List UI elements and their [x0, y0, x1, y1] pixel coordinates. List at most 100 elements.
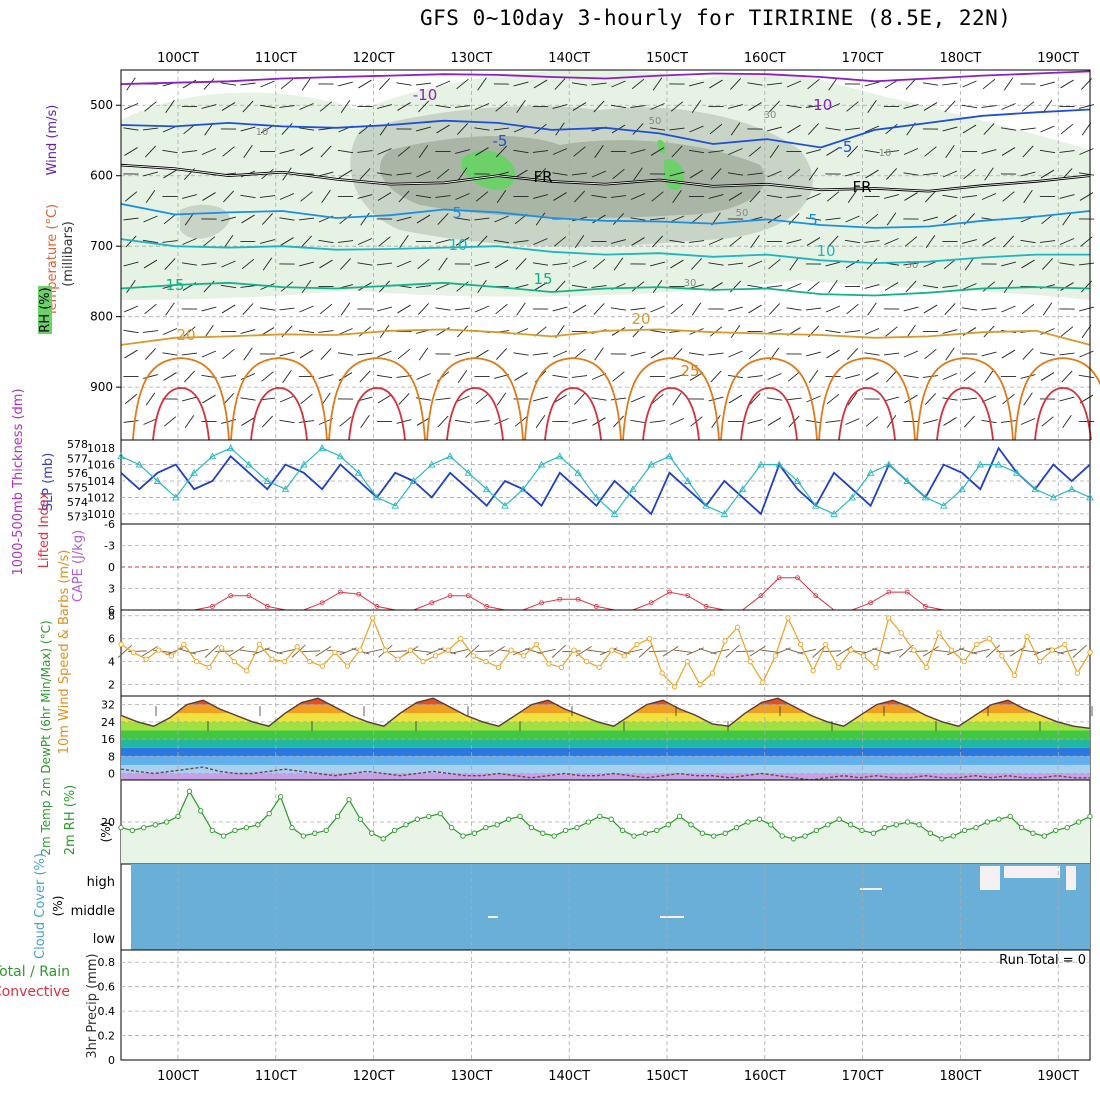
barb	[982, 237, 996, 246]
rh-point-2	[141, 824, 147, 831]
rh-point-5	[175, 813, 181, 820]
barb	[123, 217, 139, 221]
barb	[688, 195, 705, 198]
barb	[201, 262, 217, 266]
barb	[806, 351, 821, 357]
barb	[922, 375, 939, 378]
wind-point-50	[747, 658, 753, 665]
barb	[222, 393, 235, 405]
barb	[162, 195, 178, 198]
barb	[298, 329, 315, 334]
thickness-point-44	[921, 493, 930, 501]
barb	[201, 148, 217, 155]
x-axis-top: 100CT 110CT 120CT 130CT 140CT 150CT 160CT 170CT…	[157, 51, 1079, 66]
barb	[963, 371, 976, 382]
rh-point-58	[779, 833, 785, 839]
barb	[728, 350, 743, 358]
wind-barb	[797, 648, 817, 654]
barb	[671, 145, 683, 158]
isotherm-25-arc	[132, 357, 230, 441]
barb	[418, 347, 429, 361]
barb	[535, 414, 546, 429]
rh-label-3: 10	[879, 148, 892, 159]
barb	[279, 419, 295, 424]
wind-point-71	[1011, 672, 1018, 679]
cloud-unit-label: (%)	[51, 896, 65, 917]
wind-point-51	[760, 679, 766, 685]
barb	[123, 329, 139, 334]
slp-label: SLP (mb)	[41, 453, 56, 512]
barb	[1060, 326, 1074, 337]
barb	[220, 284, 237, 289]
barb	[903, 172, 919, 176]
barb	[787, 124, 801, 134]
barb	[1021, 303, 1035, 315]
barb	[493, 239, 510, 244]
rh-point-81	[1041, 833, 1048, 839]
barb	[357, 105, 373, 108]
barb	[786, 195, 802, 198]
temperature-lines	[120, 697, 1093, 781]
y-tick-label-800: 800	[90, 310, 113, 324]
thickness-point-26	[592, 493, 601, 501]
barb	[1020, 374, 1036, 379]
barb	[318, 330, 334, 333]
rh-tick-20: 20	[101, 816, 115, 829]
barb	[279, 105, 295, 108]
rh-point-16	[300, 833, 307, 839]
barb	[240, 329, 256, 334]
barb	[318, 171, 334, 177]
barb	[532, 262, 549, 266]
barb	[944, 303, 956, 315]
isotherm-30-arc	[838, 387, 896, 441]
barb	[437, 213, 449, 225]
wind-point-0	[118, 641, 124, 648]
isotherm-25-arc	[426, 357, 524, 441]
precip-axis: 0 0.2 0.4 0.6 0.8	[98, 956, 116, 1067]
thickness-point-22	[519, 485, 527, 493]
barb	[435, 150, 451, 153]
thickness-point-2	[153, 477, 162, 484]
wind-barb	[388, 650, 408, 653]
thickness-point-19	[464, 468, 473, 476]
barb	[1001, 261, 1016, 267]
barb	[124, 147, 138, 156]
wind-point-65	[936, 630, 942, 636]
barb	[691, 99, 702, 114]
barb	[867, 302, 877, 316]
wind-tick-4: 4	[108, 656, 115, 669]
cross-section-grid	[121, 70, 1090, 440]
barb	[630, 307, 646, 311]
lifted-point-32	[703, 604, 709, 609]
barb	[1003, 77, 1014, 91]
barb	[924, 190, 937, 203]
cloud-gap-6	[488, 916, 498, 918]
barb	[708, 308, 724, 310]
barb	[1079, 148, 1094, 155]
barb	[532, 105, 549, 108]
rh-point-36	[528, 824, 535, 831]
cloud-level-high: high	[87, 875, 115, 890]
barb	[805, 263, 822, 265]
barb	[1060, 282, 1074, 291]
barb	[417, 258, 430, 270]
isotherm-25-arc	[916, 357, 1014, 441]
barb	[828, 77, 838, 91]
barb	[591, 170, 607, 178]
rh-2m-label: 2m RH (%)	[63, 785, 78, 856]
lifted-tick--3: -3	[104, 540, 115, 553]
barb	[163, 372, 177, 381]
barb	[903, 218, 919, 220]
lifted-point-24	[557, 596, 563, 602]
wind-point-48	[722, 638, 728, 644]
isotherm-label-5: FR	[852, 178, 871, 196]
barb	[864, 284, 880, 289]
isotherm-25-arc	[1014, 357, 1100, 441]
slp-tick-1014: 1014	[87, 475, 115, 488]
wind-barb	[117, 644, 133, 658]
barb	[299, 261, 314, 267]
barb	[162, 81, 178, 87]
barb	[944, 100, 956, 113]
cloud-gap-1	[980, 866, 1000, 890]
barb	[786, 150, 802, 153]
